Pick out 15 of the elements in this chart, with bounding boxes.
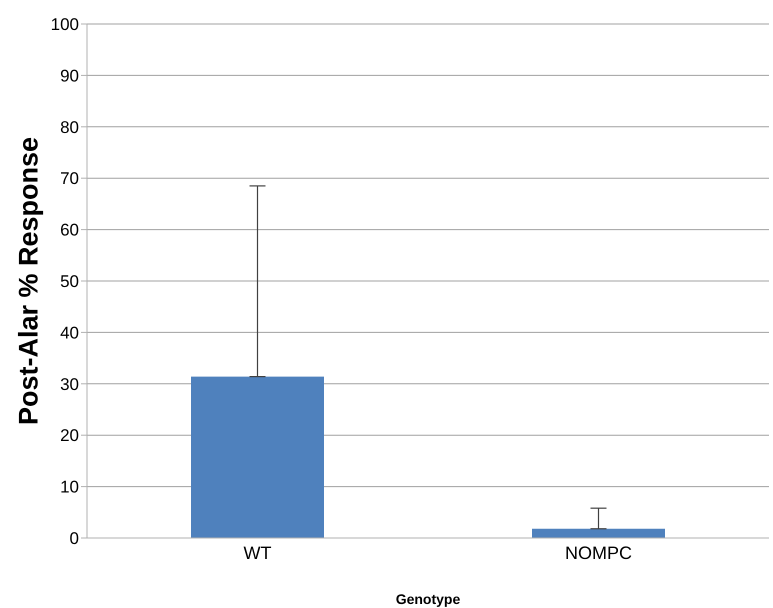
y-tick-label: 20 xyxy=(60,426,79,446)
y-tick-label: 10 xyxy=(60,478,79,497)
x-tick-label: NOMPC xyxy=(565,542,632,563)
y-tick-label: 30 xyxy=(60,374,79,394)
y-tick-label: 90 xyxy=(60,66,79,86)
y-tick-label: 80 xyxy=(60,118,79,137)
y-tick-label: 60 xyxy=(60,220,79,240)
y-axis-title: Post-Alar % Response xyxy=(14,136,44,426)
y-tick-label: 40 xyxy=(60,323,79,342)
y-tick-label: 0 xyxy=(70,529,79,548)
x-tick-label: WT xyxy=(244,542,272,563)
y-tick-label: 70 xyxy=(60,169,79,188)
y-tick-label: 100 xyxy=(50,15,79,34)
y-tick-label: 50 xyxy=(60,272,79,292)
x-axis-title: Genotype xyxy=(396,591,460,607)
